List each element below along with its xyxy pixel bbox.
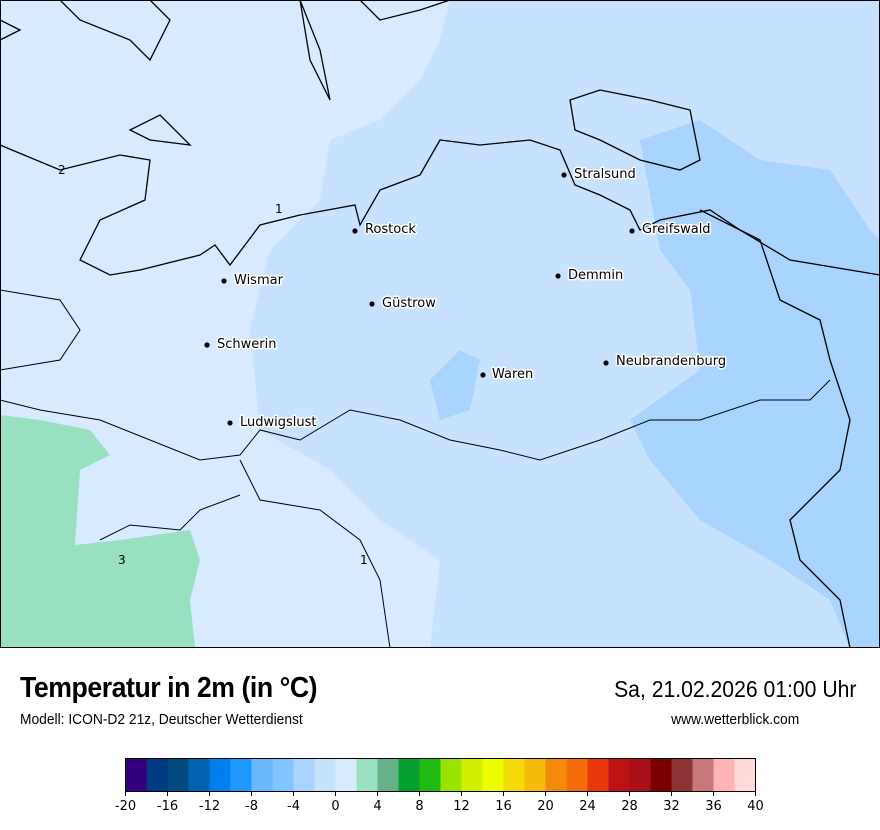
city-label: Stralsund xyxy=(574,167,636,182)
city-label: Rostock xyxy=(365,222,416,237)
state-border xyxy=(0,289,831,648)
legend-bin xyxy=(293,758,315,792)
legend-bin xyxy=(440,758,462,792)
color-legend: -20 -16 -12 -8 -4 0 4 8 12 16 20 24 28 32 36 40 xyxy=(115,758,764,814)
legend-tick-label: 16 xyxy=(495,799,512,814)
city-demmin: Demmin xyxy=(555,267,625,285)
legend-tick-label: 40 xyxy=(747,799,764,814)
city-schwerin: Schwerin xyxy=(204,336,278,354)
legend-bin xyxy=(482,758,504,792)
forecast-datetime: Sa, 21.02.2026 01:00 Uhr xyxy=(613,676,856,702)
legend-bin xyxy=(629,758,651,792)
city-label: Demmin xyxy=(568,268,623,283)
temp-zone-minus4-minus2 xyxy=(630,120,880,648)
city-rostock: Rostock xyxy=(352,221,418,239)
model-source: Modell: ICON-D2 21z, Deutscher Wetterdie… xyxy=(20,711,303,728)
legend-tick-label: 12 xyxy=(453,799,470,814)
legend-bin xyxy=(461,758,483,792)
legend-tick-label: 20 xyxy=(537,799,554,814)
legend-bin xyxy=(566,758,588,792)
legend-bin xyxy=(419,758,441,792)
temp-zone-2-4 xyxy=(0,415,200,648)
city-label: Wismar xyxy=(234,273,284,288)
legend-tick-label: 28 xyxy=(621,799,638,814)
city-greifswald: Greifswald xyxy=(629,221,712,239)
contour-label: 1 xyxy=(360,553,368,567)
legend-bin xyxy=(650,758,672,792)
city-ludwigslust: Ludwigslust xyxy=(227,414,318,432)
legend-bin xyxy=(125,758,147,792)
city-label: Güstrow xyxy=(382,296,436,311)
legend-tick-label: 24 xyxy=(579,799,596,814)
legend-bin xyxy=(503,758,525,792)
city-wismar: Wismar xyxy=(221,272,285,290)
legend-tick-label: -12 xyxy=(199,799,220,814)
cities: Stralsund Rostock Greifswald Demmin Wism… xyxy=(204,166,728,432)
legend-bin xyxy=(524,758,546,792)
city-guestrow: Güstrow xyxy=(369,295,438,313)
legend-bin xyxy=(230,758,252,792)
legend-bin xyxy=(545,758,567,792)
legend-bin xyxy=(692,758,714,792)
legend-bin xyxy=(167,758,189,792)
contour-label: 1 xyxy=(275,202,283,216)
legend-bin xyxy=(146,758,168,792)
legend-bin xyxy=(314,758,336,792)
legend-frame xyxy=(125,758,756,792)
legend-tick-label: -8 xyxy=(245,799,258,814)
legend-bin xyxy=(398,758,420,792)
legend-bin xyxy=(377,758,399,792)
legend-tick-label: 36 xyxy=(705,799,722,814)
city-label: Ludwigslust xyxy=(240,415,317,430)
legend-bins xyxy=(125,758,756,792)
city-label: Waren xyxy=(492,367,533,382)
legend-tick-label: 8 xyxy=(415,799,423,814)
legend-bin xyxy=(335,758,357,792)
contour-labels: 2 1 3 1 xyxy=(58,163,368,567)
legend-bin xyxy=(608,758,630,792)
legend-ticks: -20 -16 -12 -8 -4 0 4 8 12 16 20 24 28 32 36 40 xyxy=(115,791,764,814)
temp-zone-minus4-patch xyxy=(430,350,480,420)
legend-bin xyxy=(251,758,273,792)
website-link[interactable]: www.wetterblick.com xyxy=(670,711,799,728)
city-waren: Waren xyxy=(480,366,535,384)
temperature-map: 2 1 3 1 Stralsund Rostock Greifswald Dem… xyxy=(0,0,880,648)
legend-bin xyxy=(713,758,735,792)
legend-bin xyxy=(734,758,756,792)
coastline xyxy=(0,0,880,648)
legend-bin xyxy=(587,758,609,792)
legend-tick-label: -4 xyxy=(287,799,300,814)
city-stralsund: Stralsund xyxy=(561,166,637,184)
contour-label: 2 xyxy=(58,163,66,177)
legend-bin xyxy=(671,758,693,792)
map-title: Temperatur in 2m (in °C) xyxy=(20,672,318,704)
legend-bin xyxy=(209,758,231,792)
contour-label: 3 xyxy=(118,553,126,567)
legend-tick-label: 4 xyxy=(373,799,381,814)
city-neubrandenburg: Neubrandenburg xyxy=(603,353,728,371)
city-label: Schwerin xyxy=(217,337,276,352)
legend-tick-label: 0 xyxy=(331,799,339,814)
legend-bin xyxy=(188,758,210,792)
legend-tick-label: -16 xyxy=(157,799,178,814)
city-label: Neubrandenburg xyxy=(616,354,726,369)
city-label: Greifswald xyxy=(642,222,711,237)
legend-bin xyxy=(272,758,294,792)
legend-bin xyxy=(356,758,378,792)
legend-tick-label: 32 xyxy=(663,799,680,814)
legend-tick-label: -20 xyxy=(115,799,136,814)
